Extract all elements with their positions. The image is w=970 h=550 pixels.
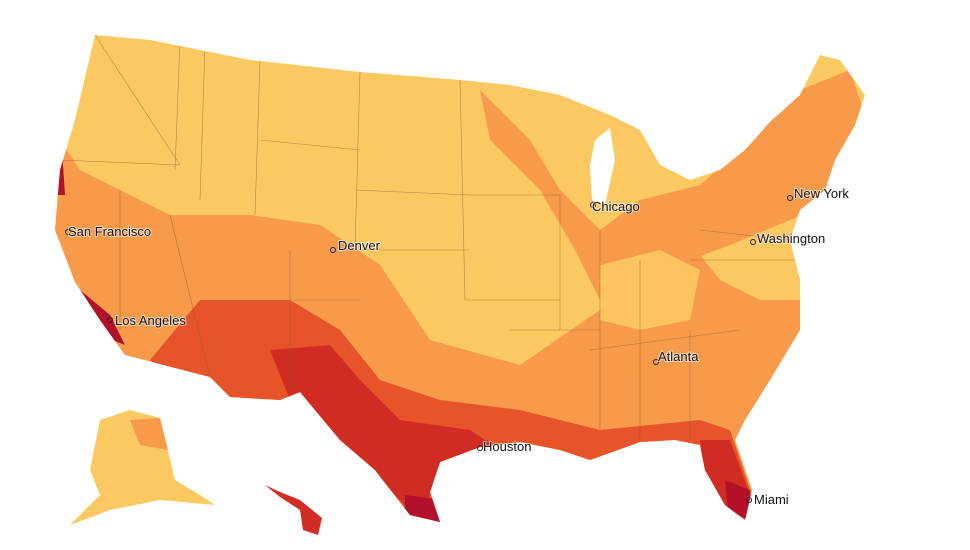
city-label: Miami (754, 492, 789, 507)
city-dot (746, 497, 752, 503)
hawaii (265, 485, 322, 535)
city-dot (65, 229, 71, 235)
city-dot (590, 202, 596, 208)
city-label: Atlanta (658, 349, 699, 364)
city-dot (477, 445, 483, 451)
city-dot (653, 359, 659, 365)
city-label: San Francisco (68, 224, 151, 239)
city-label: Denver (338, 238, 381, 253)
city-label: New York (794, 186, 849, 201)
city-dot (107, 317, 113, 323)
city-label: Chicago (592, 199, 640, 214)
city-dot (330, 247, 336, 253)
city-dot (787, 195, 793, 201)
alaska-zone (130, 418, 168, 450)
city-label: Houston (483, 439, 531, 454)
city-label: Los Angeles (115, 313, 186, 328)
alaska (70, 410, 215, 525)
city-labels: San Francisco Denver Los Angeles Chicago… (65, 185, 850, 508)
city-label: Washington (757, 231, 825, 246)
city-dot (750, 239, 756, 245)
